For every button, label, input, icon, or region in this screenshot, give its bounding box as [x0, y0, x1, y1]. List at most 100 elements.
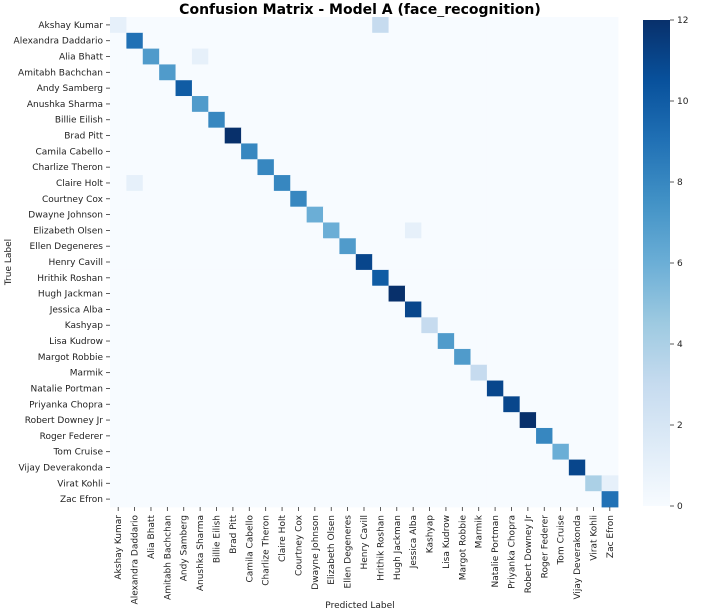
heatmap-cell	[142, 427, 160, 445]
heatmap-cell	[142, 111, 160, 129]
heatmap-cell	[486, 285, 504, 302]
heatmap-cell	[323, 459, 340, 476]
heatmap-cell	[454, 238, 471, 255]
heatmap-cell	[519, 301, 537, 318]
heatmap-cell	[339, 285, 357, 302]
heatmap-cell	[208, 64, 226, 81]
heatmap-cell	[388, 396, 406, 413]
heatmap-cell	[585, 396, 603, 413]
heatmap-cell	[241, 348, 258, 366]
heatmap-cell	[339, 222, 357, 239]
heatmap-cell	[257, 364, 275, 381]
heatmap-cell	[503, 64, 521, 81]
heatmap-cell	[601, 285, 619, 302]
x-tick-label: Robert Downey Jr	[524, 515, 534, 594]
heatmap-cell	[257, 238, 275, 255]
heatmap-cell	[273, 443, 291, 460]
heatmap-cell	[159, 175, 176, 192]
heatmap-cell	[503, 380, 521, 397]
heatmap-cell	[568, 190, 586, 208]
heatmap-cell	[241, 159, 258, 176]
heatmap-cell	[241, 143, 258, 160]
heatmap-cell	[306, 96, 324, 113]
heatmap-cell	[273, 348, 291, 366]
heatmap-cell	[339, 96, 357, 113]
heatmap-cell	[241, 64, 258, 81]
heatmap-cell	[601, 48, 619, 65]
heatmap-cell	[159, 412, 176, 429]
heatmap-cell	[486, 348, 504, 366]
heatmap-cell	[388, 48, 406, 65]
heatmap-cell	[601, 491, 619, 508]
heatmap-cell	[454, 475, 471, 492]
heatmap-cell	[355, 317, 373, 334]
heatmap-cell	[552, 491, 570, 508]
heatmap-cell	[568, 317, 586, 334]
heatmap-cell	[568, 143, 586, 160]
heatmap-cell	[290, 396, 308, 413]
heatmap-cell	[142, 475, 160, 492]
heatmap-cell	[470, 412, 488, 429]
heatmap-cell	[191, 64, 209, 81]
heatmap-cell	[355, 190, 373, 208]
heatmap-cell	[224, 159, 242, 176]
heatmap-cell	[552, 159, 570, 176]
heatmap-cell	[126, 348, 144, 366]
heatmap-cell	[372, 222, 389, 239]
heatmap-cell	[601, 222, 619, 239]
heatmap-cell	[437, 222, 455, 239]
heatmap-cell	[159, 301, 176, 318]
heatmap-cell	[159, 475, 176, 492]
heatmap-cell	[306, 17, 324, 34]
heatmap-cell	[208, 48, 226, 65]
heatmap-cell	[224, 317, 242, 334]
heatmap-cell	[208, 111, 226, 129]
heatmap-cell	[126, 380, 144, 397]
heatmap-cell	[585, 301, 603, 318]
heatmap-cell	[388, 80, 406, 97]
colorbar-tick-label: 4	[677, 340, 683, 350]
heatmap-cell	[323, 64, 340, 81]
heatmap-cell	[486, 17, 504, 34]
heatmap-cell	[568, 269, 586, 287]
heatmap-cell	[241, 111, 258, 129]
heatmap-cell	[601, 159, 619, 176]
heatmap-cell	[273, 301, 291, 318]
heatmap-cell	[241, 459, 258, 476]
heatmap-cell	[519, 396, 537, 413]
heatmap-cell	[404, 17, 422, 34]
heatmap-cell	[404, 475, 422, 492]
heatmap-cell	[454, 111, 471, 129]
heatmap-cell	[273, 111, 291, 129]
heatmap-cell	[224, 459, 242, 476]
heatmap-cell	[191, 48, 209, 65]
heatmap-cell	[519, 238, 537, 255]
heatmap-cell	[257, 175, 275, 192]
heatmap-cell	[241, 206, 258, 223]
heatmap-cell	[306, 396, 324, 413]
heatmap-cell	[372, 427, 389, 445]
heatmap-cell	[437, 333, 455, 350]
heatmap-cell	[355, 32, 373, 50]
heatmap-cell	[126, 48, 144, 65]
heatmap-cell	[437, 143, 455, 160]
heatmap-cell	[355, 206, 373, 223]
heatmap-cell	[601, 443, 619, 460]
heatmap-cell	[110, 64, 127, 81]
heatmap-cell	[224, 301, 242, 318]
y-tick-label: Courtney Cox	[42, 195, 104, 205]
heatmap-cell	[273, 32, 291, 50]
heatmap-cell	[323, 254, 340, 271]
heatmap-cell	[191, 396, 209, 413]
heatmap-cell	[388, 222, 406, 239]
heatmap-cell	[159, 491, 176, 508]
heatmap-cell	[421, 301, 439, 318]
heatmap-cell	[372, 396, 389, 413]
heatmap-cell	[404, 175, 422, 192]
heatmap-cell	[110, 48, 127, 65]
heatmap-cell	[486, 475, 504, 492]
heatmap-cell	[552, 190, 570, 208]
heatmap-cell	[323, 143, 340, 160]
heatmap-cell	[552, 269, 570, 287]
heatmap-cell	[175, 285, 193, 302]
